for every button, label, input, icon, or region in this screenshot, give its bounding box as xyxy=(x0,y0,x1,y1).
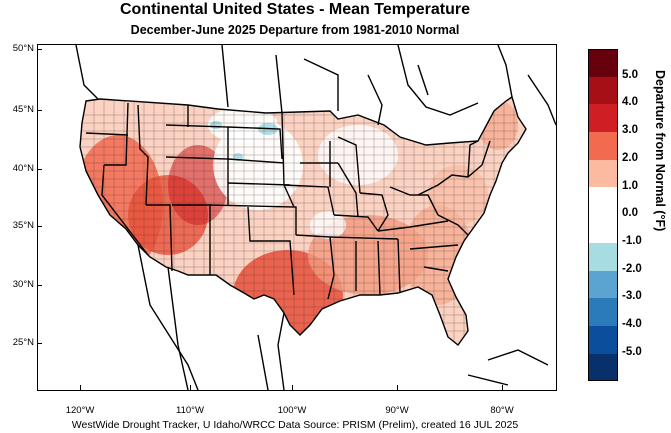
footer-credit: WestWide Drought Tracker, U Idaho/WRCC D… xyxy=(71,419,519,431)
map-frame xyxy=(37,44,557,391)
colorbar-tick-label: 4.0 xyxy=(622,96,638,109)
colorbar-swatch xyxy=(588,270,618,299)
colorbar-tick-label: -1.0 xyxy=(622,234,642,247)
map-subtitle: December-June 2025 Departure from 1981-2… xyxy=(130,23,460,37)
lat-label-35: 35°N xyxy=(12,220,34,231)
lat-label-30: 30°N xyxy=(12,279,34,290)
colorbar xyxy=(588,49,618,382)
colorbar-swatch xyxy=(588,353,618,382)
lat-tick xyxy=(37,285,42,286)
lat-label-50: 50°N xyxy=(12,43,34,54)
map-title: Continental United States - Mean Tempera… xyxy=(120,1,470,18)
lon-label-120: 120°W xyxy=(65,405,95,416)
colorbar-tick-label: 3.0 xyxy=(622,124,638,137)
colorbar-swatch xyxy=(588,215,618,243)
temperature-departure-field xyxy=(80,97,526,345)
lat-label-25: 25°N xyxy=(12,337,34,348)
colorbar-title: Departure from Normal (°F) xyxy=(653,70,667,232)
lat-tick xyxy=(37,169,42,170)
lat-tick xyxy=(37,110,42,111)
colorbar-swatch xyxy=(588,242,618,271)
colorbar-swatch xyxy=(588,298,618,326)
colorbar-swatch xyxy=(588,104,618,133)
international-boundaries xyxy=(75,45,556,390)
lon-label-80: 80°W xyxy=(490,405,514,416)
colorbar-swatch xyxy=(588,159,618,188)
colorbar-tick-label: -2.0 xyxy=(622,262,642,275)
lat-tick xyxy=(37,343,42,344)
colorbar-tick-label: -3.0 xyxy=(622,290,642,303)
lon-tick xyxy=(292,385,293,390)
lat-label-40: 40°N xyxy=(12,163,34,174)
lat-tick xyxy=(37,49,42,50)
lon-tick xyxy=(190,385,191,390)
us-map xyxy=(75,45,556,390)
colorbar-swatch xyxy=(588,325,618,354)
colorbar-swatch xyxy=(588,76,618,105)
colorbar-tick-label: -5.0 xyxy=(622,345,642,358)
colorbar-tick-label: 0.0 xyxy=(622,207,638,220)
lon-label-90: 90°W xyxy=(385,405,409,416)
lon-tick xyxy=(80,385,81,390)
colorbar-tick-label: 2.0 xyxy=(622,151,638,164)
lat-label-45: 45°N xyxy=(12,104,34,115)
lon-label-100: 100°W xyxy=(277,405,307,416)
lon-label-110: 110°W xyxy=(176,405,204,416)
colorbar-swatch xyxy=(588,187,618,216)
lon-tick xyxy=(397,385,398,390)
colorbar-tick-label: -4.0 xyxy=(622,318,642,330)
colorbar-swatch xyxy=(588,132,618,160)
colorbar-tick-label: 5.0 xyxy=(622,68,638,81)
colorbar-swatch xyxy=(588,49,618,77)
lat-tick xyxy=(37,226,42,227)
colorbar-tick-label: 1.0 xyxy=(622,179,638,192)
lon-tick xyxy=(502,385,503,390)
